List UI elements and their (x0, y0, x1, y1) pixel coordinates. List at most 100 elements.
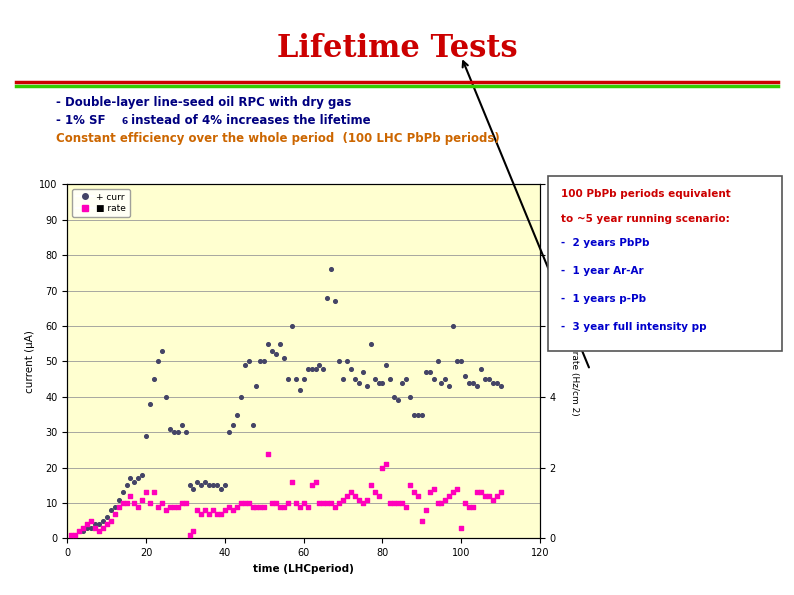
Point (345, 488, 357, 497)
Point (427, 484, 440, 494)
Point (226, 421, 239, 430)
Point (471, 381, 484, 391)
Point (160, 505, 172, 515)
Text: -  3 year full intensity pp: - 3 year full intensity pp (561, 322, 707, 332)
Point (494, 381, 507, 391)
Point (254, 356, 267, 366)
Text: - 1% SF: - 1% SF (56, 114, 105, 127)
Text: -  2 years PbPb: - 2 years PbPb (561, 238, 649, 248)
Point (483, 491, 495, 501)
Point (399, 502, 412, 511)
Point (203, 509, 216, 518)
Point (136, 495, 148, 505)
Point (144, 499, 156, 508)
Point (360, 381, 373, 391)
Point (455, 523, 468, 533)
Point (490, 378, 503, 387)
Point (325, 265, 337, 274)
Point (73, 527, 86, 536)
Point (187, 484, 200, 494)
Point (274, 502, 287, 511)
Point (357, 499, 369, 508)
Point (282, 499, 295, 508)
Point (152, 502, 164, 511)
Point (144, 399, 156, 409)
Point (214, 484, 227, 494)
Point (475, 364, 488, 373)
Point (388, 499, 401, 508)
Point (164, 502, 176, 511)
Point (337, 374, 349, 384)
Point (116, 499, 129, 508)
Point (254, 502, 267, 511)
Point (160, 392, 172, 402)
Point (112, 495, 125, 505)
Point (199, 505, 212, 515)
Text: -  1 years p-Pb: - 1 years p-Pb (561, 294, 646, 304)
Point (112, 502, 125, 511)
Point (234, 499, 247, 508)
Point (459, 499, 472, 508)
Text: -  1 year Ar-Ar: - 1 year Ar-Ar (561, 266, 644, 276)
Point (168, 427, 180, 437)
Point (309, 364, 322, 373)
Point (357, 367, 369, 377)
Point (309, 477, 322, 487)
Point (364, 481, 377, 490)
Point (230, 502, 243, 511)
Point (65, 530, 78, 540)
Point (262, 339, 275, 349)
Point (305, 364, 318, 373)
Point (321, 499, 333, 508)
Point (278, 353, 291, 363)
Point (294, 502, 306, 511)
Point (140, 488, 152, 497)
Point (341, 491, 353, 501)
Point (242, 499, 255, 508)
Point (451, 356, 464, 366)
Point (431, 356, 444, 366)
Point (415, 516, 428, 525)
Point (218, 481, 231, 490)
Point (116, 488, 129, 497)
Point (89, 523, 102, 533)
Point (411, 491, 424, 501)
Point (431, 499, 444, 508)
Point (341, 356, 353, 366)
Point (479, 374, 491, 384)
Y-axis label: counting rate (Hz/cm 2): counting rate (Hz/cm 2) (569, 308, 579, 415)
Point (317, 499, 330, 508)
Point (250, 502, 263, 511)
Point (360, 495, 373, 505)
Point (69, 530, 82, 540)
Point (391, 499, 404, 508)
Point (321, 293, 333, 302)
Point (156, 499, 168, 508)
Point (368, 488, 381, 497)
Point (423, 488, 436, 497)
Point (395, 378, 408, 387)
Point (407, 410, 420, 419)
Point (262, 449, 275, 458)
Point (199, 477, 212, 487)
Point (447, 321, 460, 331)
Point (195, 481, 208, 490)
Point (152, 356, 164, 366)
Point (395, 499, 408, 508)
Point (305, 481, 318, 490)
Point (172, 502, 184, 511)
Point (313, 499, 326, 508)
Point (179, 499, 192, 508)
Point (270, 499, 283, 508)
Point (435, 378, 448, 387)
Point (427, 374, 440, 384)
Point (168, 502, 180, 511)
Point (93, 527, 106, 536)
Point (419, 367, 432, 377)
Point (270, 350, 283, 359)
Point (384, 374, 397, 384)
Point (325, 499, 337, 508)
Point (250, 381, 263, 391)
Point (120, 499, 133, 508)
Point (463, 378, 476, 387)
